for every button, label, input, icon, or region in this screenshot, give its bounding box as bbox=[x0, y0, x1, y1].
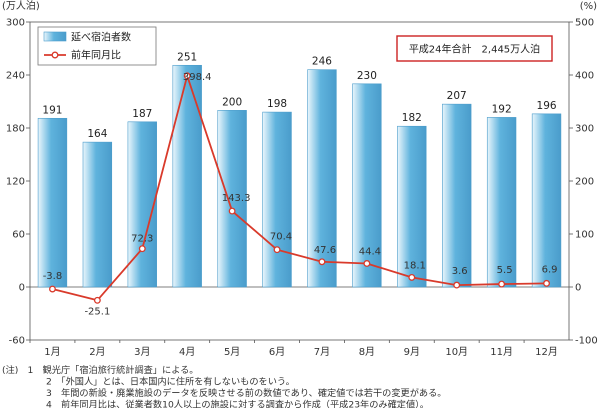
right-tick-label: 100 bbox=[575, 230, 594, 241]
bar-value-label: 196 bbox=[537, 100, 557, 112]
line-point bbox=[453, 281, 461, 289]
x-tick-label: 8月 bbox=[359, 346, 375, 358]
line-point bbox=[183, 72, 191, 80]
bar bbox=[531, 113, 562, 288]
point-value-label: 5.5 bbox=[497, 265, 513, 276]
point-value-label: 143.3 bbox=[222, 193, 251, 204]
legend-line-label: 前年同月比 bbox=[71, 49, 121, 62]
x-tick-label: 7月 bbox=[314, 346, 330, 358]
bar-value-label: 187 bbox=[132, 108, 152, 120]
bar-value-label: 200 bbox=[222, 96, 242, 108]
legend-bar-swatch bbox=[43, 31, 67, 42]
axes: -60 0 60 120 180 240 300 -100 0 100 200 300 400 500 1月… bbox=[6, 18, 598, 359]
line-series bbox=[49, 72, 550, 304]
bar bbox=[352, 83, 382, 288]
note-1: (注) 1 観光庁「宿泊旅行統計調査」による。 bbox=[2, 364, 199, 376]
x-tick-label: 4月 bbox=[179, 346, 195, 358]
point-value-label: -3.8 bbox=[43, 271, 63, 282]
line-point bbox=[543, 279, 550, 287]
left-tick-label: 120 bbox=[6, 177, 25, 188]
data-labels: 191 164 187 251 200 198 246 230 182 207 192 196 -3.8… bbox=[42, 51, 557, 317]
bar bbox=[307, 69, 337, 288]
notes: (注) 1 観光庁「宿泊旅行統計調査」による。 2 「外国人」とは、日本国内に住… bbox=[2, 364, 446, 408]
bar-value-label: 164 bbox=[87, 128, 107, 140]
bar-value-label: 246 bbox=[312, 56, 332, 68]
bar-value-label: 207 bbox=[447, 90, 467, 102]
right-axis-unit: (%) bbox=[580, 1, 597, 12]
line-point bbox=[408, 273, 416, 281]
bar-value-label: 230 bbox=[357, 70, 377, 82]
bar bbox=[82, 141, 113, 288]
line-point bbox=[318, 258, 326, 266]
line-point bbox=[138, 245, 146, 253]
point-value-label: 44.4 bbox=[359, 246, 381, 257]
point-value-label: -25.1 bbox=[84, 306, 110, 317]
line-path bbox=[52, 72, 547, 302]
right-tick-label: -100 bbox=[575, 336, 598, 347]
bar-value-label: 251 bbox=[177, 51, 197, 63]
bar-value-label: 198 bbox=[267, 98, 287, 110]
right-tick-label: 0 bbox=[575, 283, 581, 294]
right-tick-label: 200 bbox=[575, 177, 594, 188]
x-tick-label: 11月 bbox=[490, 346, 513, 358]
x-tick-label: 5月 bbox=[224, 346, 240, 358]
note-3: 3 年間の新設・廃業施設のデータを反映させる前の数値であり、確定値では若干の変更… bbox=[46, 387, 446, 399]
left-axis-unit: (万人泊) bbox=[2, 0, 40, 12]
line-point bbox=[49, 285, 56, 293]
line-point bbox=[273, 246, 281, 254]
legend-line-marker bbox=[51, 51, 59, 59]
line-point bbox=[363, 260, 371, 267]
bar bbox=[217, 110, 247, 288]
bar-value-label: 191 bbox=[42, 104, 62, 116]
bar bbox=[486, 117, 517, 288]
right-tick-label: 300 bbox=[575, 124, 594, 135]
total-box: 平成24年合計 2,445万人泊 bbox=[396, 35, 553, 62]
point-value-label: 18.1 bbox=[404, 260, 426, 271]
bar bbox=[37, 117, 68, 288]
line-point bbox=[228, 207, 236, 215]
bar-value-label: 192 bbox=[492, 103, 512, 115]
line-point bbox=[93, 296, 101, 304]
bar bbox=[172, 64, 202, 288]
total-box-frame bbox=[396, 35, 553, 62]
x-tick-label: 9月 bbox=[404, 346, 420, 358]
x-tick-label: 3月 bbox=[134, 346, 150, 358]
point-value-label: 70.4 bbox=[270, 232, 292, 243]
x-tick-label: 2月 bbox=[89, 346, 105, 358]
total-text: 平成24年合計 2,445万人泊 bbox=[409, 43, 540, 56]
left-tick-label: 180 bbox=[6, 124, 25, 135]
note-2: 2 「外国人」とは、日本国内に住所を有しないものをいう。 bbox=[46, 376, 295, 388]
x-tick-label: 1月 bbox=[44, 346, 60, 358]
point-value-label: 72.3 bbox=[131, 234, 153, 245]
left-tick-label: 300 bbox=[6, 18, 25, 29]
x-tick-label: 10月 bbox=[445, 346, 468, 358]
point-value-label: 398.4 bbox=[183, 72, 212, 83]
bar-value-label: 182 bbox=[402, 112, 422, 124]
line-point bbox=[498, 280, 506, 288]
x-tick-label: 12月 bbox=[535, 346, 558, 358]
bars bbox=[37, 64, 562, 288]
x-tick-label: 6月 bbox=[269, 346, 285, 358]
right-tick-label: 400 bbox=[575, 71, 594, 82]
bar bbox=[397, 125, 427, 288]
left-tick-label: 240 bbox=[6, 71, 25, 82]
left-tick-label: -60 bbox=[9, 336, 25, 347]
bar bbox=[442, 103, 472, 288]
note-4: 4 前年同月比は、従業者数10人以上の施設に対する調査から作成（平成23年のみ確… bbox=[46, 398, 429, 408]
point-value-label: 3.6 bbox=[452, 266, 468, 277]
bar bbox=[127, 121, 157, 288]
legend-bar-label: 延べ宿泊者数 bbox=[71, 31, 131, 44]
left-tick-label: 0 bbox=[19, 283, 25, 294]
legend: 延べ宿泊者数 前年同月比 bbox=[37, 26, 157, 66]
right-tick-label: 500 bbox=[575, 18, 594, 29]
left-tick-label: 60 bbox=[12, 230, 25, 241]
bar bbox=[262, 111, 292, 288]
point-value-label: 6.9 bbox=[542, 264, 558, 275]
point-value-label: 47.6 bbox=[314, 245, 336, 256]
